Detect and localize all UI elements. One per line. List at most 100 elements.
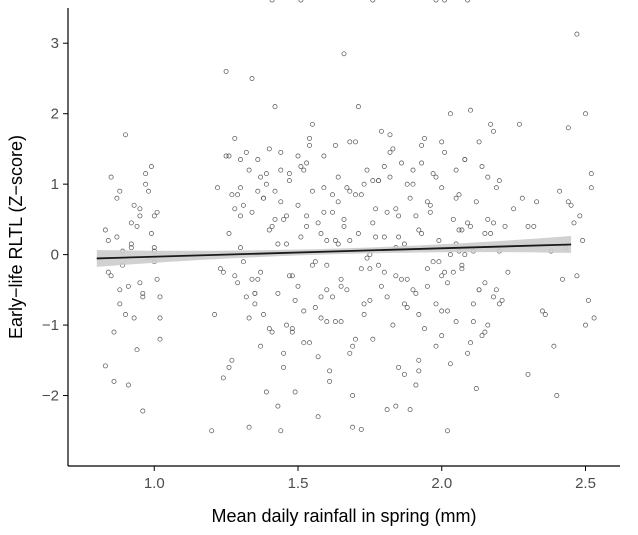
data-point	[442, 149, 448, 155]
data-point	[482, 280, 488, 286]
data-point	[240, 259, 246, 265]
data-point	[390, 322, 396, 328]
data-point	[416, 357, 422, 363]
data-point	[289, 273, 295, 279]
data-point	[292, 389, 298, 395]
data-point	[496, 301, 502, 307]
data-point	[304, 223, 310, 229]
data-point	[238, 157, 243, 162]
data-point	[226, 231, 232, 236]
data-point	[493, 287, 499, 293]
data-point	[111, 329, 117, 335]
data-point	[525, 371, 531, 377]
data-point	[413, 290, 419, 296]
data-point	[424, 266, 430, 272]
data-point	[511, 206, 517, 212]
data-point	[258, 174, 264, 180]
data-point	[376, 262, 381, 268]
data-point	[419, 142, 425, 148]
fit-line	[96, 243, 572, 260]
data-point	[238, 213, 243, 219]
data-point	[134, 223, 140, 229]
data-point	[137, 213, 143, 219]
y-tick-label: −2	[42, 388, 59, 405]
data-point	[410, 167, 416, 173]
data-point	[465, 220, 471, 226]
data-point	[125, 382, 131, 388]
data-point	[424, 199, 430, 205]
x-axis-title: Mean daily rainfall in spring (mm)	[211, 506, 476, 526]
data-point	[275, 241, 281, 247]
data-point	[422, 135, 427, 141]
data-point	[353, 336, 358, 342]
data-point	[350, 343, 356, 349]
data-point	[353, 192, 358, 198]
data-point	[580, 238, 586, 243]
data-point	[330, 209, 335, 215]
data-point	[315, 414, 321, 420]
data-point	[137, 206, 143, 212]
data-point	[476, 139, 482, 145]
data-point	[347, 238, 353, 243]
data-point	[281, 364, 287, 370]
data-point	[298, 164, 304, 169]
data-point	[479, 164, 485, 169]
data-point	[309, 262, 315, 268]
data-point	[238, 185, 243, 191]
data-point	[439, 333, 445, 339]
data-point	[396, 234, 402, 240]
data-point	[307, 135, 312, 141]
data-point	[217, 266, 223, 272]
data-point	[335, 241, 341, 247]
data-point	[238, 245, 243, 251]
data-point	[304, 160, 310, 166]
data-point	[117, 301, 123, 307]
data-point	[358, 426, 364, 432]
data-point	[459, 266, 465, 272]
data-point	[381, 234, 387, 240]
data-point	[338, 276, 344, 282]
data-point	[468, 223, 473, 229]
data-point	[399, 160, 404, 166]
data-point	[281, 216, 287, 222]
data-point	[419, 160, 425, 166]
data-point	[574, 31, 580, 37]
data-point	[223, 153, 229, 159]
data-point	[338, 319, 344, 325]
data-point	[151, 213, 157, 219]
data-point	[399, 276, 404, 282]
data-point	[459, 227, 465, 233]
data-point	[301, 167, 307, 173]
data-point	[226, 364, 232, 370]
data-point	[269, 329, 275, 335]
data-point	[125, 283, 131, 289]
data-point	[301, 308, 307, 314]
data-point	[384, 294, 390, 300]
data-point	[157, 294, 163, 300]
data-point	[370, 178, 376, 184]
data-point	[232, 135, 238, 141]
data-point	[289, 329, 295, 335]
data-point	[278, 428, 284, 434]
data-point	[381, 164, 387, 169]
data-point	[560, 276, 565, 282]
data-point	[229, 192, 235, 198]
data-point	[327, 378, 333, 384]
data-point	[427, 202, 433, 208]
data-point	[275, 403, 281, 409]
data-point	[456, 227, 462, 233]
data-point	[229, 357, 235, 363]
data-point	[263, 389, 269, 395]
data-point	[344, 287, 350, 293]
data-point	[258, 343, 264, 349]
data-point	[416, 368, 422, 374]
data-point	[321, 209, 327, 215]
data-point	[261, 195, 266, 201]
data-point	[361, 181, 367, 187]
data-point	[350, 424, 356, 430]
data-point	[445, 280, 450, 286]
x-tick-label: 1.5	[288, 475, 309, 492]
data-point	[465, 350, 471, 356]
data-point	[574, 273, 580, 279]
data-point	[324, 238, 330, 243]
